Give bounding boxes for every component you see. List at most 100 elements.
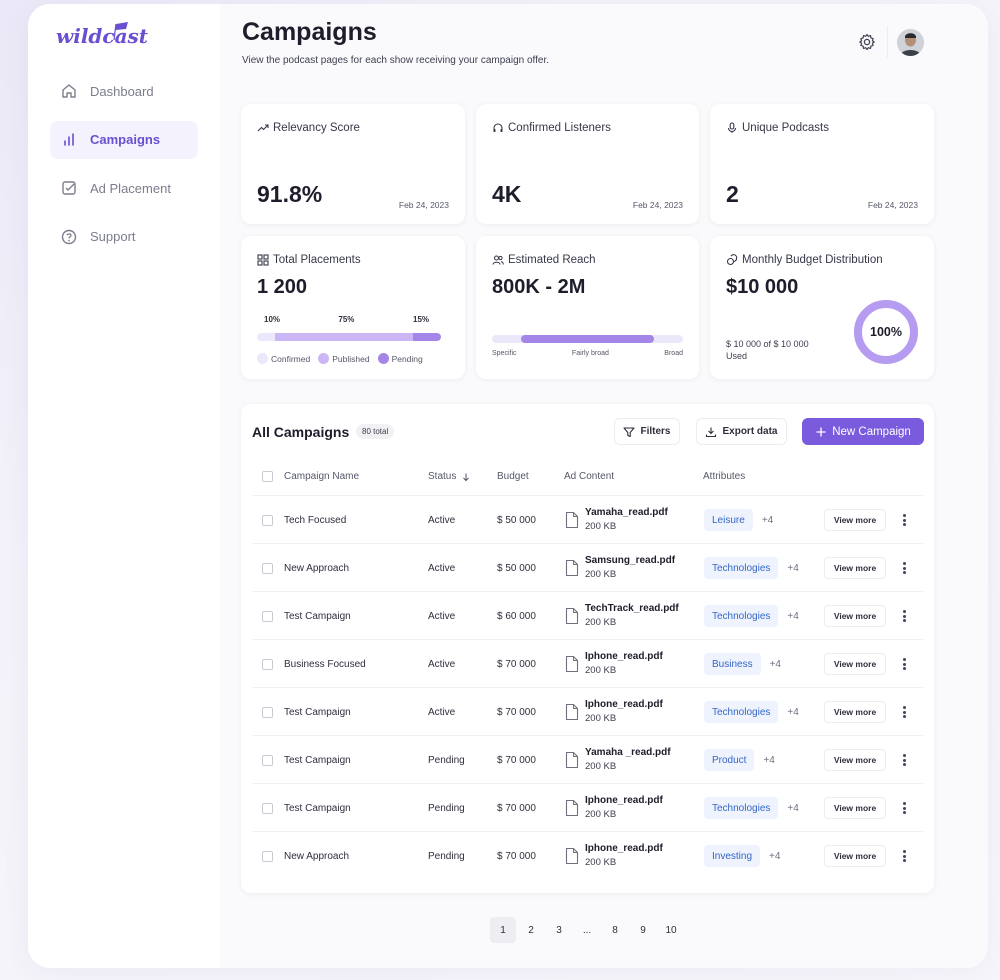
table-row[interactable]: Tech Focused Active $ 50 000 Yamaha_read.pd… xyxy=(252,495,923,543)
wildcast-logo[interactable]: wildcast xyxy=(54,18,174,58)
view-more-button[interactable]: View more xyxy=(824,557,886,579)
row-checkbox[interactable] xyxy=(262,610,273,622)
more-options-icon[interactable] xyxy=(900,704,908,720)
avatar[interactable] xyxy=(897,29,924,56)
view-more-button[interactable]: View more xyxy=(824,701,886,723)
row-checkbox[interactable] xyxy=(262,706,273,718)
more-options-icon[interactable] xyxy=(900,848,908,864)
attribute-tag[interactable]: Investing xyxy=(704,845,761,867)
relevancy-value: 91.8% xyxy=(257,181,323,207)
file-icon xyxy=(565,703,579,721)
ad-content[interactable]: Iphone_read.pdf 200 KB xyxy=(565,640,663,688)
row-checkbox[interactable] xyxy=(262,850,273,862)
row-checkbox[interactable] xyxy=(262,562,273,574)
table-row[interactable]: Test Campaign Pending $ 70 000 Iphone_read.… xyxy=(252,783,923,831)
gear-icon[interactable] xyxy=(857,32,877,52)
sidebar-item-campaigns[interactable]: Campaigns xyxy=(50,120,198,159)
campaign-name[interactable]: Test Campaign xyxy=(284,754,351,766)
more-options-icon[interactable] xyxy=(900,752,908,768)
row-checkbox-cell xyxy=(262,736,273,784)
filters-button[interactable]: Filters xyxy=(614,418,680,445)
page-2[interactable]: 2 xyxy=(528,924,534,936)
attributes: Technologies +4 xyxy=(704,544,799,592)
attribute-tag[interactable]: Technologies xyxy=(704,797,779,819)
table-row[interactable]: New Approach Pending $ 70 000 Iphone_read.p… xyxy=(252,831,923,879)
view-more-button[interactable]: View more xyxy=(824,749,886,771)
more-options-icon[interactable] xyxy=(900,512,908,528)
table-row[interactable]: Test Campaign Active $ 70 000 Iphone_read.p… xyxy=(252,687,923,735)
sidebar-item-label: Campaigns xyxy=(90,132,161,147)
attribute-tag[interactable]: Business xyxy=(704,653,761,675)
row-checkbox[interactable] xyxy=(262,514,273,526)
campaign-name[interactable]: Test Campaign xyxy=(284,706,351,718)
page-10[interactable]: 10 xyxy=(665,924,677,936)
reach-scale-broad: Broad xyxy=(664,350,683,357)
campaign-name[interactable]: New Approach xyxy=(284,562,350,574)
page-8[interactable]: 8 xyxy=(612,924,618,936)
new-campaign-button[interactable]: New Campaign xyxy=(802,418,924,445)
more-attributes[interactable]: +4 xyxy=(763,754,775,766)
column-header-content[interactable]: Ad Content xyxy=(564,471,615,482)
microphone-icon xyxy=(727,122,737,133)
view-more-button[interactable]: View more xyxy=(824,845,886,867)
view-more-button[interactable]: View more xyxy=(824,605,886,627)
sidebar-item-support[interactable]: Support xyxy=(50,218,198,256)
placements-progress-bar xyxy=(257,333,441,341)
table-row[interactable]: New Approach Active $ 50 000 Samsung_read.p… xyxy=(252,543,923,591)
ad-content[interactable]: TechTrack_read.pdf 200 KB xyxy=(565,592,679,640)
grid-icon xyxy=(257,254,269,266)
view-more-button[interactable]: View more xyxy=(824,653,886,675)
more-attributes[interactable]: +4 xyxy=(787,562,799,574)
more-attributes[interactable]: +4 xyxy=(769,850,781,862)
attribute-tag[interactable]: Leisure xyxy=(704,509,753,531)
campaign-name[interactable]: Tech Focused xyxy=(284,514,347,526)
sidebar-item-dashboard[interactable]: Dashboard xyxy=(50,72,198,110)
column-header-status[interactable]: Status xyxy=(428,471,471,482)
page-9[interactable]: 9 xyxy=(640,924,646,936)
row-checkbox[interactable] xyxy=(262,802,273,814)
ad-content[interactable]: Iphone_read.pdf 200 KB xyxy=(565,832,663,880)
ad-content[interactable]: Yamaha_read.pdf 200 KB xyxy=(565,496,668,544)
attribute-tag[interactable]: Technologies xyxy=(704,605,779,627)
row-checkbox[interactable] xyxy=(262,754,273,766)
row-checkbox[interactable] xyxy=(262,658,273,670)
file-name: Iphone_read.pdf xyxy=(585,795,663,806)
attribute-tag[interactable]: Technologies xyxy=(704,701,779,723)
budget-value: $ 50 000 xyxy=(497,562,536,574)
campaign-name[interactable]: Business Focused xyxy=(284,658,366,670)
attributes: Technologies +4 xyxy=(704,592,799,640)
sidebar-item-ad-placement[interactable]: Ad Placement xyxy=(50,169,198,207)
view-more-button[interactable]: View more xyxy=(824,509,886,531)
view-more-button[interactable]: View more xyxy=(824,797,886,819)
campaign-name[interactable]: Test Campaign xyxy=(284,610,351,622)
page-1[interactable]: 1 xyxy=(490,917,516,943)
more-options-icon[interactable] xyxy=(900,608,908,624)
page-subtitle: View the podcast pages for each show rec… xyxy=(242,55,550,66)
column-header-name[interactable]: Campaign Name xyxy=(284,471,360,482)
ad-content[interactable]: Iphone_read.pdf 200 KB xyxy=(565,688,663,736)
status-badge: Pending xyxy=(428,802,465,814)
attribute-tag[interactable]: Technologies xyxy=(704,557,779,579)
more-options-icon[interactable] xyxy=(900,656,908,672)
attribute-tag[interactable]: Product xyxy=(704,749,755,771)
ad-content[interactable]: Iphone_read.pdf 200 KB xyxy=(565,784,663,832)
more-attributes[interactable]: +4 xyxy=(761,514,774,526)
page-3[interactable]: 3 xyxy=(556,924,562,936)
ad-content[interactable]: Samsung_read.pdf 200 KB xyxy=(565,544,675,592)
campaign-name[interactable]: New Approach xyxy=(284,850,350,862)
column-header-attributes[interactable]: Attributes xyxy=(703,471,746,482)
more-attributes[interactable]: +4 xyxy=(769,658,781,670)
more-attributes[interactable]: +4 xyxy=(787,610,799,622)
table-row[interactable]: Test Campaign Pending $ 70 000 Yamaha _read… xyxy=(252,735,923,783)
select-all-checkbox[interactable] xyxy=(262,471,273,482)
more-attributes[interactable]: +4 xyxy=(787,802,799,814)
column-header-budget[interactable]: Budget xyxy=(497,471,529,482)
table-row[interactable]: Test Campaign Active $ 60 000 TechTrack_rea… xyxy=(252,591,923,639)
more-options-icon[interactable] xyxy=(900,800,908,816)
export-data-button[interactable]: Export data xyxy=(696,418,787,445)
more-options-icon[interactable] xyxy=(900,560,908,576)
table-row[interactable]: Business Focused Active $ 70 000 Iphone_rea… xyxy=(252,639,923,687)
ad-content[interactable]: Yamaha _read.pdf 200 KB xyxy=(565,736,671,784)
campaign-name[interactable]: Test Campaign xyxy=(284,802,351,814)
more-attributes[interactable]: +4 xyxy=(787,706,799,718)
